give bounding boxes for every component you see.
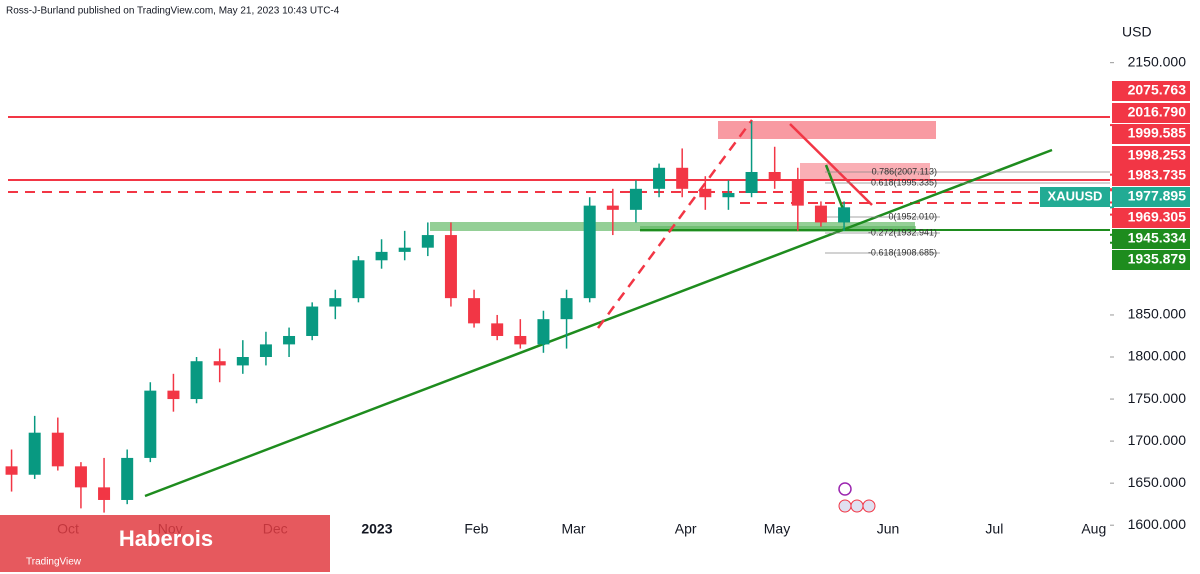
- candle-body: [722, 193, 735, 198]
- candle-body: [398, 247, 411, 252]
- watermark: Haberois: [119, 526, 213, 551]
- candle-body: [5, 466, 18, 475]
- candle-body: [213, 361, 226, 366]
- candle-body: [236, 357, 249, 366]
- price-label-box: [1112, 166, 1190, 186]
- candle-body: [629, 188, 642, 210]
- y-tick-label: 1600.000: [1128, 516, 1187, 532]
- price-label-box: [1112, 146, 1190, 166]
- watermark-box: [0, 515, 330, 572]
- trendline: [144, 148, 1053, 498]
- brand: TradingView: [26, 557, 82, 568]
- candle-body: [375, 251, 388, 261]
- symbol-box: [1040, 187, 1110, 207]
- event-icon[interactable]: [838, 499, 852, 513]
- y-tick-label: 1850.000: [1128, 306, 1187, 322]
- candle-body: [28, 432, 41, 475]
- x-tick-label: Jun: [877, 521, 900, 537]
- supply-zone: [718, 121, 936, 139]
- price-label-box: [1112, 208, 1190, 228]
- candle-body: [653, 167, 666, 189]
- candle-body: [676, 167, 689, 189]
- candle-body: [560, 298, 573, 320]
- price-label: 1945.334: [1128, 230, 1187, 246]
- x-tick-label: Feb: [464, 521, 488, 537]
- price-label-box: [1112, 250, 1190, 270]
- candle-body: [306, 306, 319, 336]
- candle-body: [514, 335, 527, 345]
- x-tick-label: 2023: [361, 521, 392, 537]
- price-label-box: [1112, 229, 1190, 249]
- candle-body: [74, 466, 87, 488]
- event-icon[interactable]: [838, 482, 852, 496]
- price-label: 2075.763: [1128, 82, 1187, 98]
- fib-label: -0.618(1908.685): [868, 247, 937, 257]
- candle-body: [791, 180, 804, 206]
- candle-body: [745, 171, 758, 194]
- price-label: 1998.253: [1128, 147, 1187, 163]
- x-tick-label: Apr: [675, 521, 697, 537]
- price-label: 1983.735: [1128, 167, 1187, 183]
- candle-body: [838, 207, 851, 223]
- symbol-label: XAUUSD: [1048, 188, 1103, 203]
- header: Ross-J-Burland published on TradingView.…: [6, 6, 340, 17]
- price-label: 1969.305: [1128, 209, 1187, 225]
- candle-body: [190, 361, 203, 400]
- x-tick-label: May: [764, 521, 790, 537]
- trendline: [596, 119, 754, 329]
- price-label: 2016.790: [1128, 104, 1187, 120]
- candle-body: [167, 390, 180, 400]
- price-label-box: [1112, 81, 1190, 101]
- candle-body: [283, 335, 296, 345]
- trendline: [789, 123, 873, 206]
- price-label-box: [1112, 124, 1190, 144]
- candle-body: [144, 390, 157, 458]
- y-tick-label: 1650.000: [1128, 474, 1187, 490]
- fib-label: 0.786(2007.113): [872, 166, 937, 176]
- price-label: 1935.879: [1128, 251, 1187, 267]
- price-label: 1999.585: [1128, 125, 1187, 141]
- candle-body: [444, 235, 457, 299]
- y-tick-label: 1700.000: [1128, 432, 1187, 448]
- y-tick-label: 1800.000: [1128, 348, 1187, 364]
- x-tick-label: Aug: [1081, 521, 1106, 537]
- candle-body: [606, 205, 619, 210]
- candle-body: [51, 432, 64, 467]
- fib-label: 0(1952.010): [888, 211, 937, 221]
- candle-body: [814, 205, 827, 223]
- candle-body: [537, 319, 550, 345]
- event-icon[interactable]: [862, 499, 876, 513]
- x-tick-label: Mar: [561, 521, 585, 537]
- event-icon[interactable]: [850, 499, 864, 513]
- price-label-box: [1112, 187, 1190, 207]
- candle-body: [421, 235, 434, 248]
- candle-body: [768, 171, 781, 181]
- candle-body: [583, 205, 596, 299]
- price-label-box: [1112, 103, 1190, 123]
- x-tick-label: Jul: [985, 521, 1003, 537]
- y-tick-label: 1750.000: [1128, 390, 1187, 406]
- currency: USD: [1122, 24, 1152, 40]
- candle-body: [352, 260, 365, 299]
- candle-body: [699, 188, 712, 198]
- fib-label: -0.272(1932.941): [868, 227, 937, 237]
- candle-body: [259, 344, 272, 358]
- price-label: 1977.895: [1128, 188, 1187, 204]
- candle-body: [329, 298, 342, 307]
- candle-body: [121, 457, 134, 500]
- y-tick-label: 2150.000: [1128, 53, 1187, 69]
- candle-body: [468, 298, 481, 324]
- candle-body: [98, 487, 111, 500]
- fib-label: 0.618(1995.335): [871, 177, 937, 187]
- candle-body: [491, 323, 504, 336]
